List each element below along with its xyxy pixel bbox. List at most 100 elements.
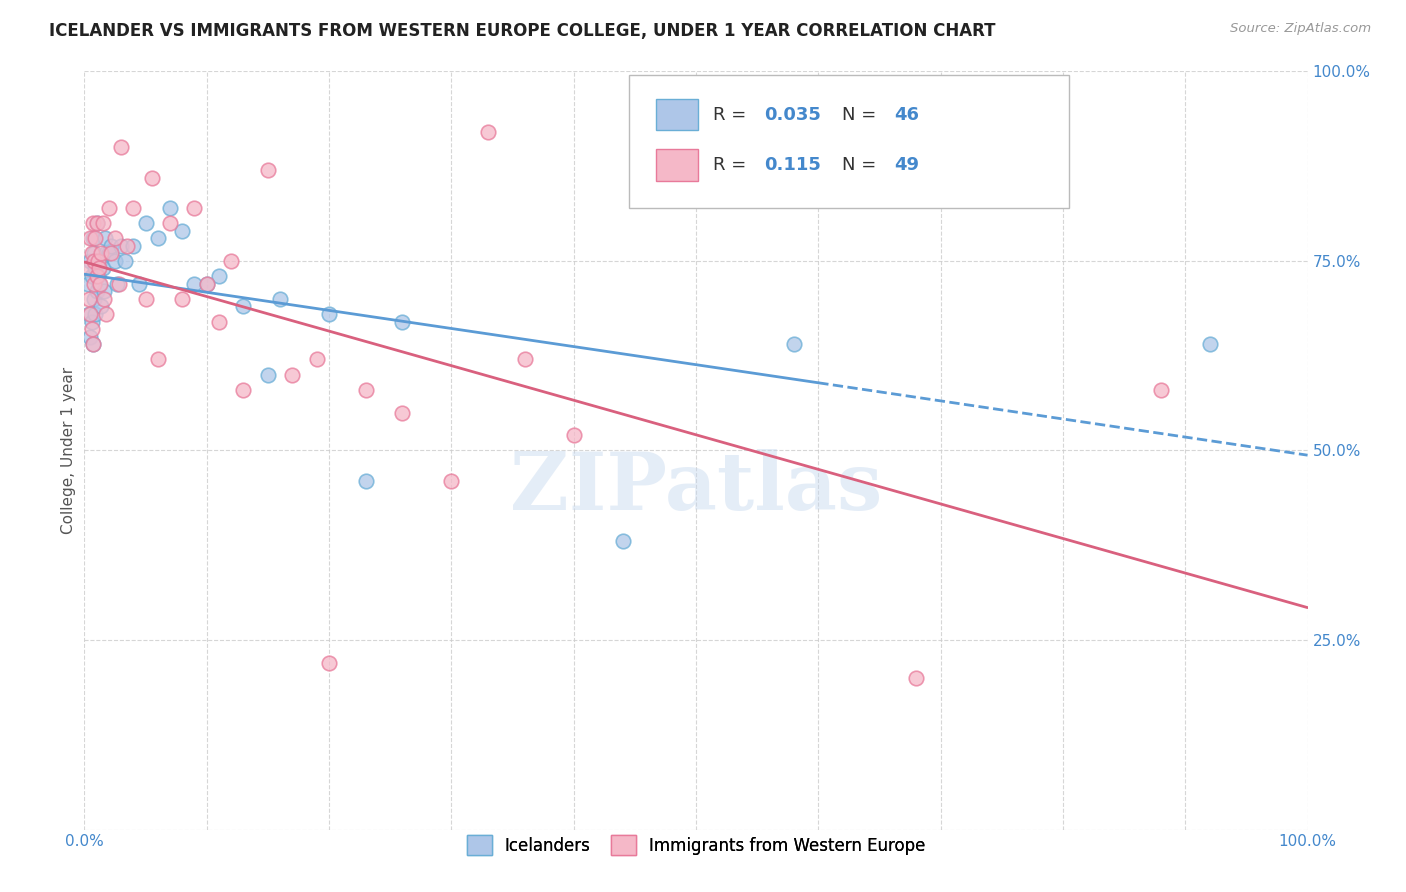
Point	[93, 292, 115, 306]
Point	[183, 277, 205, 291]
Point	[93, 285, 115, 299]
Point	[183, 201, 205, 215]
Point	[84, 307, 107, 321]
Point	[94, 231, 117, 245]
FancyBboxPatch shape	[655, 99, 699, 130]
Point	[141, 170, 163, 185]
Point	[97, 201, 120, 215]
Point	[83, 292, 105, 306]
Text: Source: ZipAtlas.com: Source: ZipAtlas.com	[1230, 22, 1371, 36]
Text: N =: N =	[842, 155, 882, 174]
Point	[135, 216, 157, 230]
Point	[905, 671, 928, 685]
Point	[269, 292, 291, 306]
Text: ZIPatlas: ZIPatlas	[510, 450, 882, 527]
Point	[91, 261, 114, 276]
Point	[1198, 337, 1220, 351]
Text: 49: 49	[894, 155, 920, 174]
Point	[79, 253, 101, 268]
Point	[391, 405, 413, 420]
Point	[354, 474, 377, 488]
Point	[82, 231, 104, 245]
Point	[318, 656, 340, 670]
Point	[146, 352, 169, 367]
Point	[89, 277, 111, 291]
Point	[562, 428, 585, 442]
Point	[80, 269, 103, 284]
Point	[87, 269, 110, 284]
Point	[219, 253, 242, 268]
Text: R =: R =	[713, 155, 758, 174]
Point	[80, 314, 103, 328]
Point	[82, 216, 104, 230]
Point	[1150, 383, 1173, 397]
Text: 0.035: 0.035	[765, 105, 821, 124]
Point	[107, 277, 129, 291]
FancyBboxPatch shape	[628, 75, 1069, 208]
Y-axis label: College, Under 1 year: College, Under 1 year	[60, 367, 76, 534]
Point	[281, 368, 304, 382]
Point	[83, 246, 105, 260]
Point	[318, 307, 340, 321]
Text: ICELANDER VS IMMIGRANTS FROM WESTERN EUROPE COLLEGE, UNDER 1 YEAR CORRELATION CH: ICELANDER VS IMMIGRANTS FROM WESTERN EUR…	[49, 22, 995, 40]
Point	[82, 337, 104, 351]
Point	[86, 269, 108, 284]
Point	[82, 337, 104, 351]
Point	[104, 231, 127, 245]
Point	[195, 277, 218, 291]
Point	[354, 383, 377, 397]
Point	[477, 125, 499, 139]
Point	[257, 163, 280, 178]
Text: N =: N =	[842, 105, 882, 124]
Point	[135, 292, 157, 306]
Point	[391, 314, 413, 328]
Point	[77, 277, 100, 291]
Point	[232, 383, 254, 397]
Point	[104, 253, 127, 268]
Point	[115, 238, 138, 253]
Point	[114, 253, 136, 268]
Point	[90, 246, 112, 260]
Point	[128, 277, 150, 291]
Point	[96, 246, 118, 260]
Point	[80, 246, 103, 260]
Point	[84, 231, 107, 245]
Point	[89, 253, 111, 268]
Point	[86, 285, 108, 299]
Point	[100, 238, 122, 253]
Text: 46: 46	[894, 105, 920, 124]
Point	[83, 277, 105, 291]
Point	[612, 534, 634, 549]
Point	[305, 352, 328, 367]
Point	[146, 231, 169, 245]
Text: 0.115: 0.115	[765, 155, 821, 174]
Point	[100, 246, 122, 260]
Point	[105, 277, 128, 291]
Point	[195, 277, 218, 291]
Point	[79, 307, 101, 321]
Point	[172, 223, 194, 237]
Point	[783, 337, 806, 351]
Point	[90, 300, 112, 314]
Legend: Icelanders, Immigrants from Western Europe: Icelanders, Immigrants from Western Euro…	[458, 827, 934, 863]
Point	[96, 307, 118, 321]
Point	[122, 201, 145, 215]
Point	[79, 231, 101, 245]
Point	[86, 216, 108, 230]
Point	[83, 253, 105, 268]
Point	[122, 238, 145, 253]
Point	[208, 314, 231, 328]
Point	[86, 216, 108, 230]
Point	[77, 292, 100, 306]
Point	[80, 322, 103, 336]
Point	[84, 261, 107, 276]
Point	[513, 352, 536, 367]
Point	[110, 238, 132, 253]
Point	[208, 269, 231, 284]
Point	[110, 140, 132, 154]
Point	[87, 261, 110, 276]
Point	[77, 261, 100, 276]
FancyBboxPatch shape	[655, 149, 699, 180]
Point	[87, 277, 110, 291]
Point	[159, 201, 181, 215]
